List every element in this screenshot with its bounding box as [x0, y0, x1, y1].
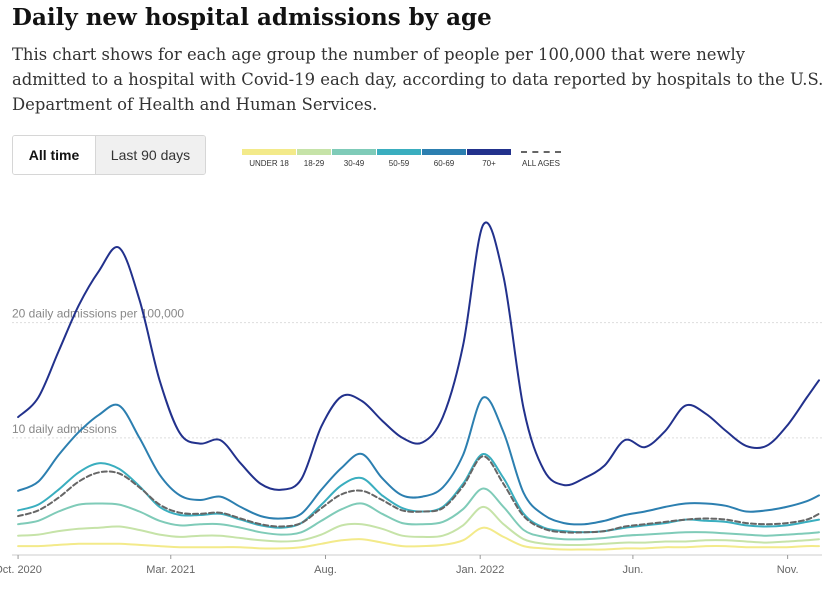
legend-label: 30-49 [343, 159, 365, 168]
legend-swatch [467, 149, 511, 155]
series-line-70 [17, 221, 820, 491]
legend-swatch [332, 149, 376, 155]
x-tick-label: Jun. [623, 564, 644, 576]
x-tick-label: Oct. 2020 [0, 564, 42, 576]
x-tick-label: Aug. [314, 564, 337, 576]
legend-item-30-49: 30-49 [332, 149, 376, 169]
legend-swatch [422, 149, 466, 155]
series-lines [17, 221, 820, 551]
y-gridline-label: 20 daily admissions per 100,000 [12, 307, 184, 321]
legend-item-under-18: UNDER 18 [242, 149, 296, 169]
legend-swatch [242, 149, 296, 155]
all-time-button[interactable]: All time [13, 136, 96, 174]
x-axis: Oct. 2020 Mar. 2021 Aug. Jan. 2022 Jun. Nov. [0, 554, 822, 576]
series-line-under-18 [17, 526, 820, 551]
line-chart: 10 daily admissions 20 daily admissions p… [0, 221, 822, 576]
legend-swatch [297, 149, 331, 155]
legend-label: 18-29 [303, 159, 325, 168]
legend-item-70-plus: 70+ [467, 149, 511, 169]
series-line-50-59 [17, 453, 820, 534]
series-line-30-49 [17, 487, 820, 541]
legend-item-18-29: 18-29 [297, 149, 331, 169]
legend-item-all-ages: ALL AGES [521, 149, 561, 169]
legend-label: ALL AGES [522, 159, 560, 168]
last-90-days-button[interactable]: Last 90 days [96, 136, 205, 174]
gridlines: 10 daily admissions 20 daily admissions p… [12, 307, 822, 439]
x-tick-label: Mar. 2021 [146, 564, 195, 576]
y-gridline-label: 10 daily admissions [12, 422, 117, 436]
x-tick-label: Jan. 2022 [456, 564, 504, 576]
chart-title: Daily new hospital admissions by age [12, 4, 492, 31]
series-line-60-69 [17, 396, 820, 526]
legend-label: 70+ [482, 159, 496, 168]
legend-swatch [377, 149, 421, 155]
legend-label: 50-59 [388, 159, 410, 168]
x-tick-label: Nov. [777, 564, 799, 576]
time-range-toggle: All time Last 90 days [12, 135, 206, 175]
legend-item-50-59: 50-59 [377, 149, 421, 169]
legend-label: 60-69 [433, 159, 455, 168]
legend-label: UNDER 18 [249, 159, 289, 168]
legend-item-60-69: 60-69 [422, 149, 466, 169]
legend-dash [521, 151, 561, 153]
series-line-18-29 [17, 505, 820, 547]
chart-description: This chart shows for each age group the … [12, 45, 824, 114]
series-line-all-ages [17, 455, 820, 534]
